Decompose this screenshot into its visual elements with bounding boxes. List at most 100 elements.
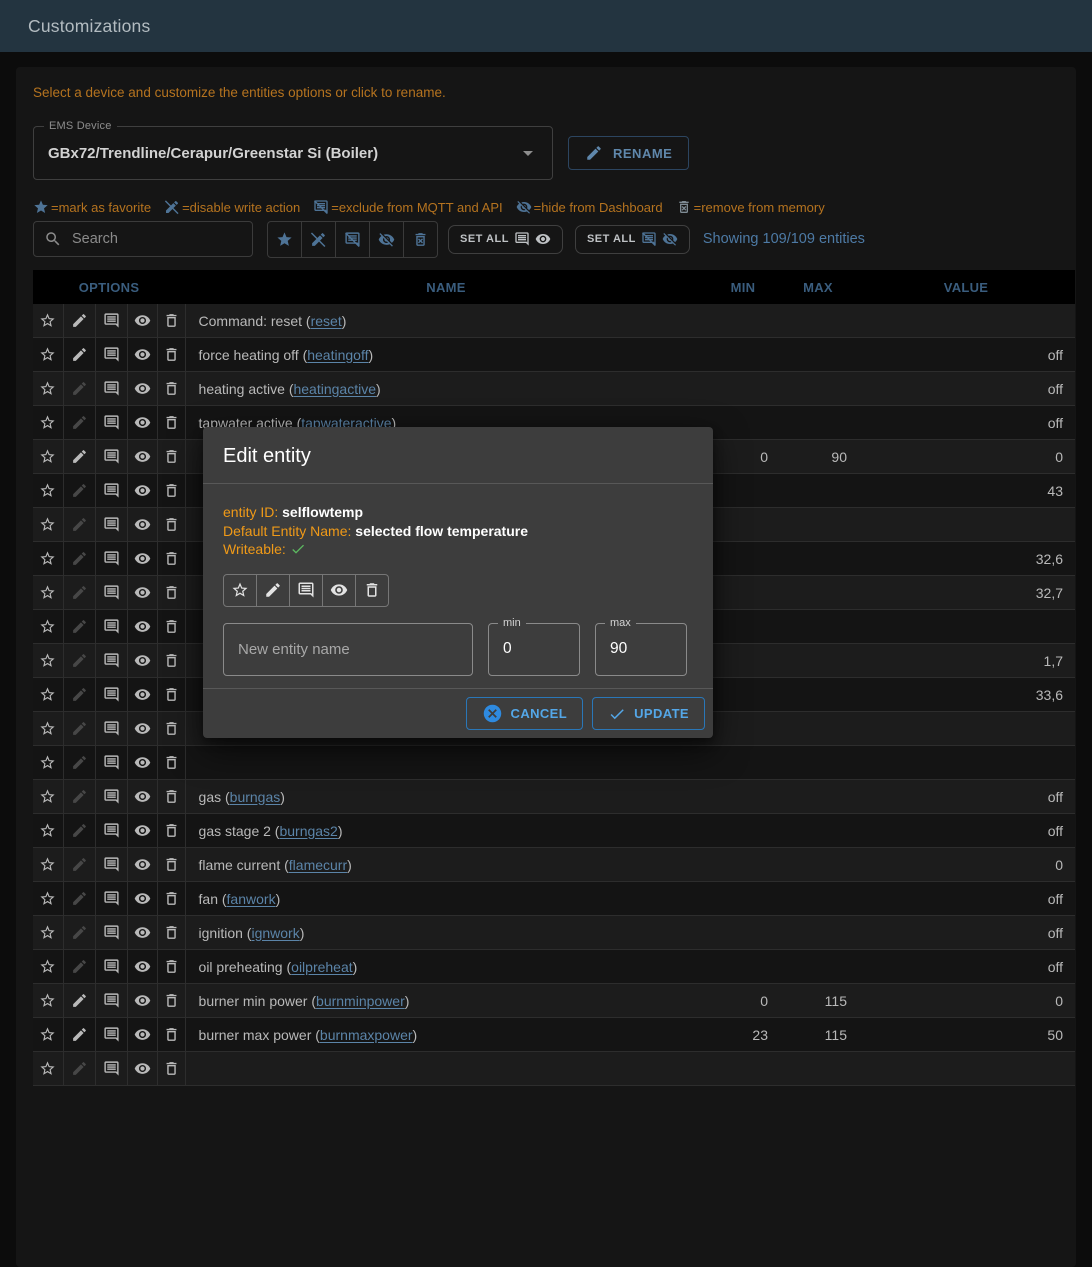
visibility-toggle[interactable] (127, 405, 158, 440)
visibility-toggle[interactable] (127, 983, 158, 1018)
mqtt-toggle[interactable] (95, 949, 128, 984)
edit-toggle[interactable] (63, 507, 96, 542)
favorite-toggle[interactable] (33, 983, 64, 1018)
dialog-favorite-toggle[interactable] (224, 575, 256, 606)
mqtt-toggle[interactable] (95, 711, 128, 746)
set-all-hidden-button[interactable]: SET ALL (574, 224, 690, 254)
mqtt-toggle[interactable] (95, 473, 128, 508)
max-input[interactable] (596, 623, 686, 675)
mqtt-toggle[interactable] (95, 304, 128, 338)
edit-toggle[interactable] (63, 847, 96, 882)
delete-toggle[interactable] (157, 405, 186, 440)
mqtt-toggle[interactable] (95, 779, 128, 814)
mqtt-toggle[interactable] (95, 371, 128, 406)
visibility-toggle[interactable] (127, 337, 158, 372)
delete-toggle[interactable] (157, 813, 186, 848)
entity-id-link[interactable]: flamecurr (288, 856, 348, 873)
delete-toggle[interactable] (157, 609, 186, 644)
delete-toggle[interactable] (157, 677, 186, 712)
favorite-toggle[interactable] (33, 439, 64, 474)
filter-disable-write-toggle[interactable] (301, 221, 335, 257)
edit-toggle[interactable] (63, 371, 96, 406)
favorite-toggle[interactable] (33, 473, 64, 508)
visibility-toggle[interactable] (127, 915, 158, 950)
favorite-toggle[interactable] (33, 677, 64, 712)
search-input[interactable] (70, 230, 224, 248)
mqtt-toggle[interactable] (95, 813, 128, 848)
entity-id-link[interactable]: heatingactive (293, 380, 376, 397)
mqtt-toggle[interactable] (95, 1017, 128, 1052)
entity-id-link[interactable]: burnminpower (316, 992, 405, 1009)
entity-id-link[interactable]: oilpreheat (291, 958, 353, 975)
update-button[interactable]: UPDATE (592, 697, 705, 730)
mqtt-toggle[interactable] (95, 337, 128, 372)
edit-toggle[interactable] (63, 405, 96, 440)
visibility-toggle[interactable] (127, 745, 158, 780)
filter-exclude-mqtt-toggle[interactable] (335, 221, 369, 257)
edit-toggle[interactable] (63, 745, 96, 780)
mqtt-toggle[interactable] (95, 745, 128, 780)
favorite-toggle[interactable] (33, 1017, 64, 1052)
delete-toggle[interactable] (157, 643, 186, 678)
delete-toggle[interactable] (157, 541, 186, 576)
edit-toggle[interactable] (63, 915, 96, 950)
edit-toggle[interactable] (63, 949, 96, 984)
delete-toggle[interactable] (157, 1017, 186, 1052)
visibility-toggle[interactable] (127, 1051, 158, 1086)
edit-toggle[interactable] (63, 575, 96, 610)
favorite-toggle[interactable] (33, 949, 64, 984)
edit-toggle[interactable] (63, 473, 96, 508)
edit-toggle[interactable] (63, 983, 96, 1018)
mqtt-toggle[interactable] (95, 439, 128, 474)
visibility-toggle[interactable] (127, 473, 158, 508)
visibility-toggle[interactable] (127, 439, 158, 474)
delete-toggle[interactable] (157, 473, 186, 508)
mqtt-toggle[interactable] (95, 541, 128, 576)
edit-toggle[interactable] (63, 779, 96, 814)
delete-toggle[interactable] (157, 371, 186, 406)
dialog-write-toggle[interactable] (256, 574, 289, 606)
delete-toggle[interactable] (157, 881, 186, 916)
delete-toggle[interactable] (157, 983, 186, 1018)
visibility-toggle[interactable] (127, 507, 158, 542)
filter-hide-dashboard-toggle[interactable] (369, 221, 403, 257)
entity-id-link[interactable]: reset (310, 312, 342, 329)
favorite-toggle[interactable] (33, 304, 64, 338)
mqtt-toggle[interactable] (95, 1051, 128, 1086)
delete-toggle[interactable] (157, 507, 186, 542)
delete-toggle[interactable] (157, 711, 186, 746)
edit-toggle[interactable] (63, 1051, 96, 1086)
favorite-toggle[interactable] (33, 847, 64, 882)
favorite-toggle[interactable] (33, 711, 64, 746)
favorite-toggle[interactable] (33, 779, 64, 814)
entity-id-link[interactable]: burngas (229, 788, 281, 805)
min-input[interactable] (489, 623, 579, 675)
delete-toggle[interactable] (157, 745, 186, 780)
entity-id-link[interactable]: heatingoff (307, 346, 369, 363)
visibility-toggle[interactable] (127, 779, 158, 814)
delete-toggle[interactable] (157, 915, 186, 950)
delete-toggle[interactable] (157, 847, 186, 882)
edit-toggle[interactable] (63, 881, 96, 916)
edit-toggle[interactable] (63, 1017, 96, 1052)
edit-toggle[interactable] (63, 439, 96, 474)
edit-toggle[interactable] (63, 711, 96, 746)
dialog-visibility-toggle[interactable] (322, 574, 355, 606)
favorite-toggle[interactable] (33, 371, 64, 406)
new-entity-name-input[interactable] (223, 622, 473, 676)
edit-toggle[interactable] (63, 609, 96, 644)
set-all-visible-button[interactable]: SET ALL (448, 224, 563, 254)
dialog-mqtt-toggle[interactable] (289, 574, 322, 606)
visibility-toggle[interactable] (127, 575, 158, 610)
visibility-toggle[interactable] (127, 847, 158, 882)
delete-toggle[interactable] (157, 337, 186, 372)
visibility-toggle[interactable] (127, 949, 158, 984)
mqtt-toggle[interactable] (95, 847, 128, 882)
visibility-toggle[interactable] (127, 609, 158, 644)
favorite-toggle[interactable] (33, 541, 64, 576)
filter-favorite-toggle[interactable] (268, 222, 301, 257)
dialog-delete-toggle[interactable] (355, 574, 388, 606)
favorite-toggle[interactable] (33, 405, 64, 440)
edit-toggle[interactable] (63, 337, 96, 372)
favorite-toggle[interactable] (33, 337, 64, 372)
